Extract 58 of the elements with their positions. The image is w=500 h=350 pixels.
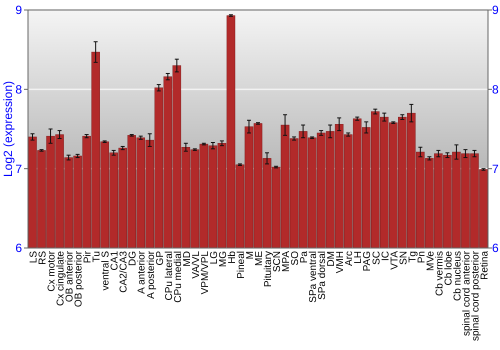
x-tick-label: Pa	[299, 250, 310, 264]
y-tick-label: 9	[15, 3, 22, 18]
x-tick-label: Hb	[226, 250, 238, 264]
y2-tick-label: 7	[492, 162, 499, 176]
x-tick-label: Pir	[82, 250, 94, 264]
x-tick-label: DM	[326, 251, 338, 267]
x-tick-label: VA/VL	[190, 250, 202, 279]
x-tick-label: Tg	[407, 251, 418, 263]
x-tick-label: Pn	[416, 251, 428, 264]
x-tick-label: SPa dorsal	[317, 251, 328, 300]
y-axis-title: Log2 (expression)	[1, 80, 15, 178]
x-tick-label: Tu	[92, 251, 103, 262]
x-tick-label: Cb nucleus	[452, 251, 464, 302]
x-tick-label: Cx cingulate	[56, 250, 67, 306]
x-tick-label: A anterior	[136, 250, 148, 294]
x-tick-label: VTA	[389, 250, 400, 270]
y2-tick-label: 8	[492, 82, 499, 97]
x-tick-label: LH	[353, 251, 364, 264]
x-tick-label: DG	[128, 250, 139, 266]
x-tick-label: Cb vermis	[434, 251, 446, 296]
x-tick-label: M	[244, 251, 256, 260]
x-tick-label: LG	[208, 250, 220, 264]
x-tick-label: GP	[154, 250, 166, 266]
x-tick-label: OB posterior	[74, 250, 85, 308]
x-tick-label: ME	[254, 250, 265, 266]
x-tick-label: SC	[371, 251, 382, 265]
y2-tick-label: 6	[492, 241, 499, 256]
x-tick-label: spinal cord anterior	[461, 250, 472, 336]
x-tick-label: SN	[398, 251, 410, 265]
x-tick-label: MD	[182, 251, 193, 267]
x-tick-label: CPu medial	[172, 251, 184, 303]
x-tick-label: PAG	[362, 250, 374, 272]
x-tick-label: Arc	[344, 251, 356, 266]
x-tick-label: A posterior	[146, 250, 157, 299]
y-tick-label: 6	[15, 241, 22, 256]
x-tick-label: MPA	[281, 250, 292, 272]
x-tick-label: MG	[218, 250, 229, 268]
x-tick-label: RS	[38, 250, 49, 265]
y-tick-label: 8	[15, 82, 22, 97]
x-tick-label: MVe	[425, 250, 436, 272]
x-tick-label: spinal cord posterior	[470, 250, 482, 342]
x-tick-label: LS	[28, 250, 40, 264]
x-tick-label: OB anterior	[64, 250, 76, 302]
y2-tick-label: 9	[492, 3, 499, 18]
x-tick-label: CA1	[110, 250, 121, 270]
x-tick-label: Cb lobe	[443, 250, 454, 286]
x-tick-label: Pituitary	[263, 251, 274, 288]
x-tick-label: Retina	[479, 250, 490, 280]
x-tick-label: ventral S	[100, 250, 112, 290]
x-tick-label: Pineal	[236, 251, 247, 279]
x-tick-label: VMH	[335, 251, 346, 274]
x-tick-label: CPu lateral	[164, 251, 175, 300]
x-tick-label: VPM/VPL	[200, 250, 211, 294]
x-tick-label: SCN	[272, 251, 284, 272]
x-tick-label: IC	[380, 251, 392, 261]
y-tick-label: 7	[15, 162, 22, 176]
x-tick-label: SO	[290, 250, 302, 266]
x-tick-label: CA2/CA3	[118, 250, 130, 293]
